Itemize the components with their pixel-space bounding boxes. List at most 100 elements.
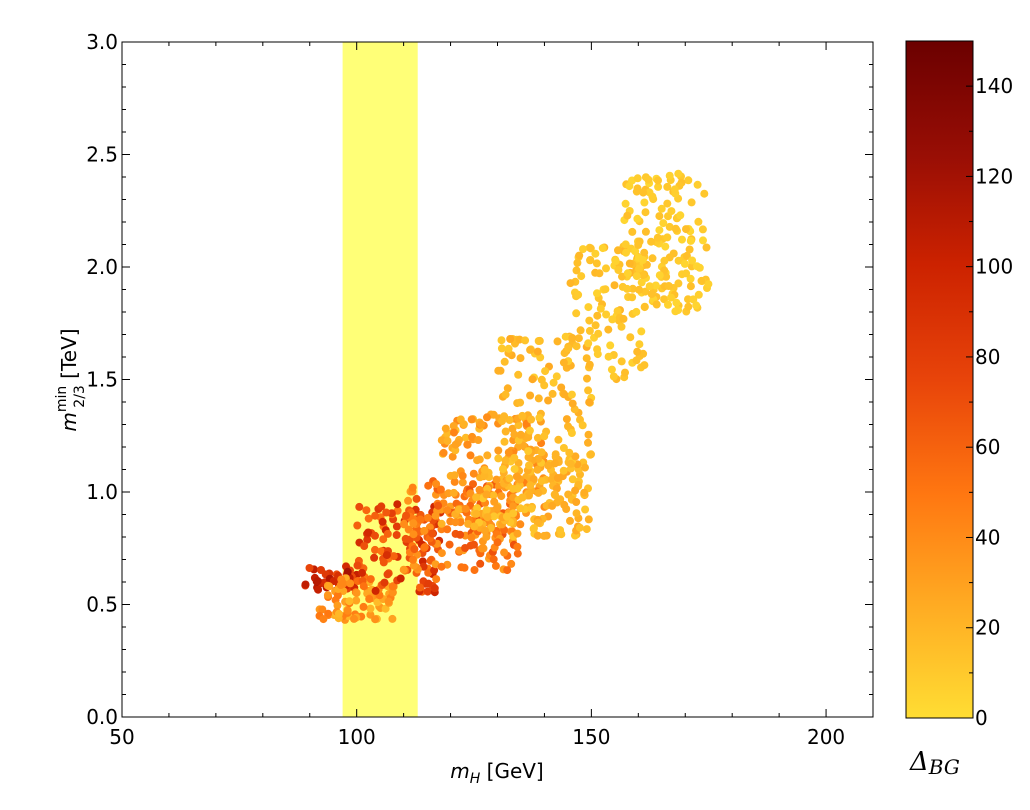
data-point [432, 480, 441, 488]
data-point [412, 494, 421, 503]
data-point [516, 398, 525, 407]
data-point [497, 336, 506, 345]
data-point [572, 309, 581, 318]
data-point [525, 426, 534, 435]
data-point [695, 263, 704, 272]
data-point [430, 584, 439, 593]
data-point [450, 477, 459, 486]
data-point [582, 354, 591, 363]
data-point [680, 259, 689, 268]
colorbar-tick-label: 80 [975, 345, 1000, 369]
data-point [633, 214, 642, 223]
data-point [408, 483, 417, 492]
data-point [472, 493, 481, 502]
data-point [389, 552, 398, 561]
data-point [392, 522, 401, 531]
y-tick-label: 0.0 [86, 705, 118, 729]
data-point [581, 505, 590, 514]
colorbar-title: ΔBG [909, 747, 960, 779]
data-point [513, 542, 522, 551]
data-point [458, 478, 467, 487]
data-point [592, 259, 601, 268]
data-point [581, 463, 589, 472]
data-point [560, 390, 569, 399]
data-point [633, 184, 642, 193]
data-point [461, 504, 470, 513]
data-point [621, 240, 630, 249]
data-point [566, 279, 575, 288]
data-point [593, 350, 602, 359]
data-point [525, 461, 533, 470]
data-point [512, 472, 521, 481]
data-point [628, 293, 637, 302]
data-point [594, 329, 603, 338]
y-tick-label: 3.0 [86, 30, 118, 54]
data-point [431, 560, 440, 569]
data-point [640, 248, 649, 257]
data-point [687, 198, 696, 207]
data-point [667, 293, 675, 302]
data-point [355, 502, 364, 511]
data-point [682, 251, 691, 260]
data-point [533, 347, 542, 356]
data-point [660, 256, 669, 265]
data-point [350, 614, 358, 623]
data-point [657, 204, 666, 213]
data-point [674, 256, 683, 265]
data-point [371, 511, 380, 520]
data-point [527, 415, 536, 424]
data-point [688, 256, 697, 265]
data-point [623, 284, 632, 293]
data-point [647, 237, 656, 246]
data-point [540, 531, 549, 540]
data-point [540, 432, 549, 441]
data-point [557, 383, 566, 392]
data-point [318, 605, 327, 614]
data-point [379, 535, 388, 544]
data-point [400, 520, 409, 529]
data-point [430, 566, 439, 575]
data-point [365, 595, 374, 603]
data-point [559, 466, 568, 475]
data-point [410, 545, 419, 554]
data-point [458, 471, 467, 480]
data-point [377, 502, 386, 511]
data-point [392, 531, 401, 539]
data-point [371, 531, 379, 540]
data-point [362, 506, 371, 515]
data-point [576, 326, 585, 335]
x-tick-label: 200 [807, 725, 845, 749]
data-point [640, 361, 649, 370]
data-point [476, 559, 485, 568]
data-point [449, 422, 458, 430]
data-point [685, 245, 694, 254]
data-point [521, 336, 530, 345]
data-point [551, 450, 560, 459]
data-point [436, 485, 445, 494]
data-point [575, 523, 584, 532]
data-point [464, 519, 473, 528]
data-point [448, 452, 457, 461]
data-point [568, 399, 577, 408]
data-point [614, 246, 622, 255]
data-point [554, 435, 563, 444]
data-point [500, 437, 509, 446]
data-point [660, 295, 669, 304]
data-point [325, 582, 334, 591]
data-point [640, 303, 649, 312]
data-point [614, 266, 623, 274]
data-point [604, 352, 613, 361]
data-point [503, 566, 512, 575]
data-point [684, 302, 693, 311]
data-point [423, 587, 432, 596]
data-point [480, 465, 489, 474]
data-point [363, 535, 372, 544]
data-point [513, 484, 522, 493]
data-point [470, 566, 479, 574]
data-point [380, 578, 389, 587]
data-point [402, 511, 411, 520]
data-point [635, 340, 644, 349]
data-point [596, 304, 605, 313]
data-point [564, 344, 573, 353]
data-point [567, 429, 576, 437]
